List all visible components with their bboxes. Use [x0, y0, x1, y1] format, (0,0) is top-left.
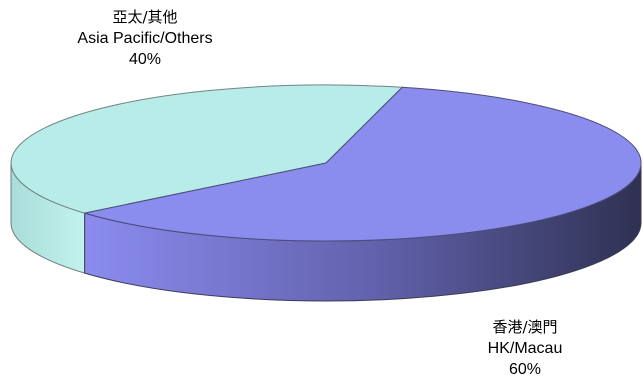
- asia-pacific-label-zh: 亞太/其他: [112, 8, 178, 26]
- hk-macau-label-zh: 香港/澳門: [492, 318, 558, 336]
- hk-macau-label-en: HK/Macau: [487, 340, 563, 357]
- hk-macau-slice: [84, 86, 642, 242]
- asia-pacific-percent: 40%: [128, 51, 162, 68]
- asia-pacific-slice: [10, 84, 404, 214]
- asia-pacific-label: 亞太/其他 Asia Pacific/Others 40%: [40, 7, 250, 70]
- hk-macau-label: 香港/澳門 HK/Macau 60%: [450, 317, 600, 380]
- hk-macau-percent: 60%: [508, 361, 542, 378]
- asia-pacific-label-en: Asia Pacific/Others: [77, 30, 213, 47]
